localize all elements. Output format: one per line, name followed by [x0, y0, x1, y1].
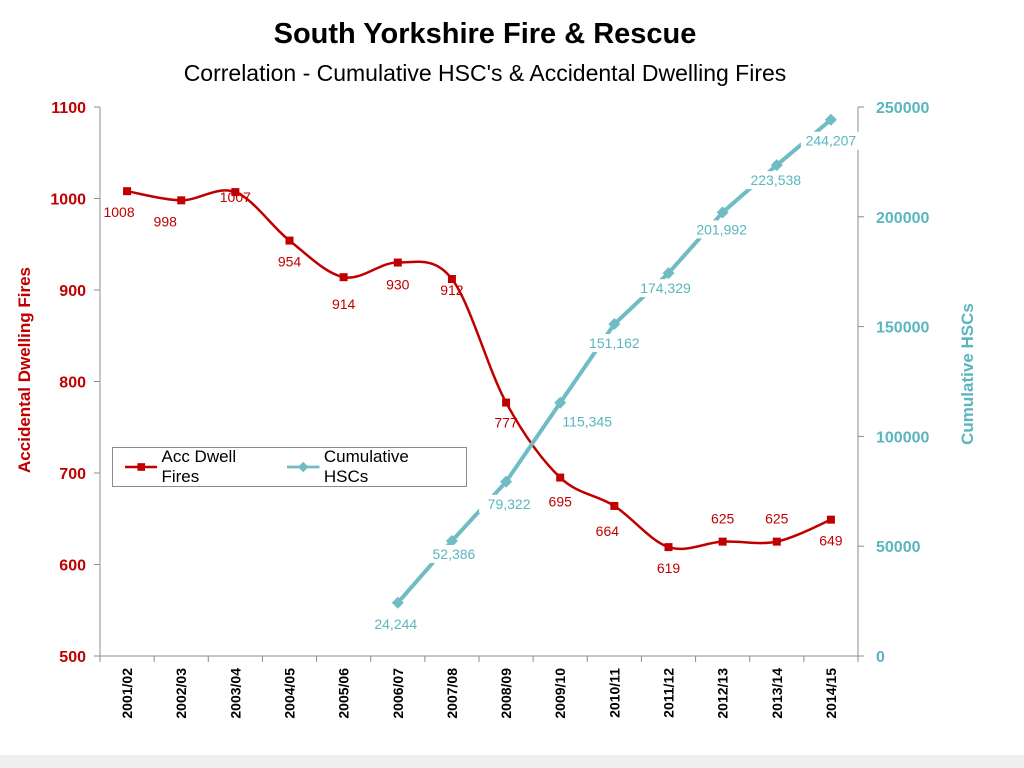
chart-title: South Yorkshire Fire & Rescue [273, 18, 697, 50]
data-label-cumulative-hscs: 151,162 [589, 335, 640, 351]
data-point-cumulative-hscs [608, 318, 621, 331]
data-point-cumulative-hscs [554, 396, 567, 409]
y-right-tick-label: 200000 [876, 210, 929, 227]
data-label-bg [423, 544, 484, 563]
data-label-acc-dwell-fires: 619 [657, 560, 681, 576]
y-left-tick-label: 700 [59, 466, 86, 483]
data-label-acc-dwell-fires: 914 [332, 296, 356, 312]
data-point-acc-dwell-fires [610, 501, 619, 510]
data-label-cumulative-hscs: 24,244 [374, 616, 417, 632]
chart-legend: Acc Dwell Fires Cumulative HSCs [112, 447, 467, 487]
legend-swatch-diamond-icon [287, 461, 320, 473]
legend-item-cumulative-hscs: Cumulative HSCs [287, 447, 452, 487]
data-label-bg [365, 614, 426, 633]
y-left-tick-label: 800 [59, 375, 86, 392]
data-label-cumulative-hscs: 79,322 [488, 496, 531, 512]
data-label-acc-dwell-fires: 930 [386, 277, 410, 293]
bottom-strip [0, 755, 1024, 768]
data-label-acc-dwell-fires: 912 [440, 282, 464, 298]
series-line-acc-dwell-fires [126, 189, 832, 551]
y-left-tick-label: 900 [59, 283, 86, 300]
data-label-acc-dwell-fires: 664 [596, 523, 620, 539]
legend-label-cumulative-hscs: Cumulative HSCs [323, 447, 409, 486]
data-point-acc-dwell-fires [285, 236, 294, 245]
y-right-tick-label: 100000 [876, 429, 929, 446]
y-left-tick-label: 600 [59, 558, 86, 575]
data-label-acc-dwell-fires: 1007 [220, 189, 251, 205]
data-point-acc-dwell-fires [502, 398, 511, 407]
data-point-cumulative-hscs [500, 475, 513, 488]
data-label-acc-dwell-fires: 954 [278, 254, 302, 270]
y-right-tick-label: 0 [876, 649, 885, 666]
data-label-cumulative-hscs: 223,538 [750, 172, 801, 188]
x-tick-label: 2010/11 [606, 668, 622, 718]
data-label-bg [800, 131, 861, 150]
data-label-bg [584, 334, 645, 353]
x-tick-label: 2013/14 [769, 668, 785, 719]
x-tick-label: 2014/15 [823, 668, 839, 719]
data-label-acc-dwell-fires: 649 [819, 533, 843, 549]
y-left-axis-title: Accidental Dwelling Fires [15, 267, 34, 473]
x-tick-label: 2007/08 [444, 668, 460, 719]
data-point-acc-dwell-fires [447, 275, 456, 284]
x-tick-label: 2001/02 [119, 668, 135, 719]
x-tick-label: 2002/03 [173, 668, 189, 719]
data-label-bg [635, 279, 696, 298]
data-label-acc-dwell-fires: 625 [765, 511, 789, 527]
legend-label-acc-dwell-fires: Acc Dwell Fires [161, 447, 237, 486]
data-label-cumulative-hscs: 52,386 [433, 546, 476, 562]
x-tick-label: 2004/05 [282, 668, 298, 719]
data-point-acc-dwell-fires [231, 188, 240, 197]
x-tick-label: 2009/10 [552, 668, 568, 719]
y-right-axis-title: Cumulative HSCs [958, 303, 977, 445]
data-label-acc-dwell-fires: 1008 [103, 204, 134, 220]
x-tick-label: 2005/06 [336, 668, 352, 719]
data-point-acc-dwell-fires [556, 473, 565, 482]
data-label-acc-dwell-fires: 998 [154, 213, 178, 229]
x-tick-label: 2011/12 [661, 668, 677, 718]
y-left-tick-label: 1100 [51, 100, 86, 117]
data-point-cumulative-hscs [716, 206, 729, 219]
data-point-cumulative-hscs [824, 113, 837, 126]
y-left-tick-label: 1000 [50, 192, 86, 209]
legend-item-acc-dwell-fires: Acc Dwell Fires [125, 447, 273, 487]
data-label-bg [557, 412, 618, 431]
data-point-acc-dwell-fires [393, 258, 402, 267]
x-tick-label: 2003/04 [227, 668, 243, 719]
data-point-acc-dwell-fires [339, 273, 348, 282]
data-label-cumulative-hscs: 201,992 [696, 221, 747, 237]
x-tick-label: 2012/13 [715, 668, 731, 719]
data-label-acc-dwell-fires: 625 [711, 511, 735, 527]
data-point-cumulative-hscs [770, 159, 783, 172]
data-label-bg [479, 494, 540, 513]
data-label-bg [691, 220, 752, 239]
x-tick-label: 2006/07 [390, 668, 406, 719]
data-point-cumulative-hscs [391, 596, 404, 609]
data-point-acc-dwell-fires [772, 537, 781, 546]
data-label-cumulative-hscs: 174,329 [640, 280, 691, 296]
data-point-cumulative-hscs [445, 534, 458, 547]
y-right-tick-label: 150000 [876, 320, 929, 337]
data-label-cumulative-hscs: 244,207 [806, 133, 857, 149]
x-tick-label: 2008/09 [498, 668, 514, 719]
y-right-tick-label: 250000 [876, 100, 929, 117]
data-point-acc-dwell-fires [664, 543, 673, 552]
data-point-acc-dwell-fires [123, 187, 132, 196]
data-label-acc-dwell-fires: 695 [549, 494, 573, 510]
data-point-acc-dwell-fires [826, 515, 835, 524]
data-point-acc-dwell-fires [177, 196, 186, 205]
data-label-bg [745, 171, 806, 190]
data-label-acc-dwell-fires: 777 [494, 415, 518, 431]
y-left-tick-label: 500 [59, 649, 86, 666]
legend-swatch-square-icon [125, 463, 158, 471]
chart-subtitle: Correlation - Cumulative HSC's & Acciden… [183, 60, 787, 86]
data-point-cumulative-hscs [662, 267, 675, 280]
data-label-cumulative-hscs: 115,345 [562, 414, 612, 430]
data-point-acc-dwell-fires [718, 537, 727, 546]
y-right-tick-label: 50000 [876, 539, 921, 556]
